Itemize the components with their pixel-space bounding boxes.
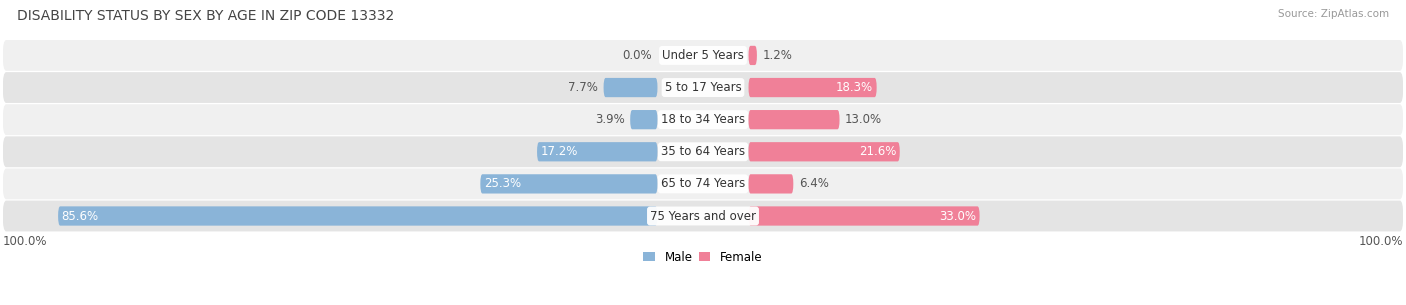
FancyBboxPatch shape: [3, 168, 1403, 199]
FancyBboxPatch shape: [748, 142, 900, 161]
Text: Source: ZipAtlas.com: Source: ZipAtlas.com: [1278, 9, 1389, 19]
Text: 6.4%: 6.4%: [799, 178, 828, 190]
Text: 65 to 74 Years: 65 to 74 Years: [661, 178, 745, 190]
Text: 85.6%: 85.6%: [62, 210, 98, 223]
FancyBboxPatch shape: [603, 78, 658, 97]
Text: 25.3%: 25.3%: [484, 178, 522, 190]
FancyBboxPatch shape: [3, 201, 1403, 231]
FancyBboxPatch shape: [58, 206, 658, 226]
Text: 13.0%: 13.0%: [845, 113, 883, 126]
Text: 21.6%: 21.6%: [859, 145, 896, 158]
Text: 18.3%: 18.3%: [837, 81, 873, 94]
FancyBboxPatch shape: [748, 110, 839, 129]
Text: DISABILITY STATUS BY SEX BY AGE IN ZIP CODE 13332: DISABILITY STATUS BY SEX BY AGE IN ZIP C…: [17, 9, 394, 23]
Text: 100.0%: 100.0%: [3, 235, 48, 248]
Text: 18 to 34 Years: 18 to 34 Years: [661, 113, 745, 126]
FancyBboxPatch shape: [537, 142, 658, 161]
Legend: Male, Female: Male, Female: [638, 246, 768, 268]
Text: 33.0%: 33.0%: [939, 210, 976, 223]
Text: 3.9%: 3.9%: [595, 113, 624, 126]
Text: 17.2%: 17.2%: [540, 145, 578, 158]
FancyBboxPatch shape: [748, 206, 980, 226]
FancyBboxPatch shape: [481, 174, 658, 193]
Text: Under 5 Years: Under 5 Years: [662, 49, 744, 62]
Text: 1.2%: 1.2%: [762, 49, 793, 62]
Text: 7.7%: 7.7%: [568, 81, 598, 94]
FancyBboxPatch shape: [3, 136, 1403, 167]
FancyBboxPatch shape: [3, 40, 1403, 71]
FancyBboxPatch shape: [748, 78, 877, 97]
Text: 100.0%: 100.0%: [1358, 235, 1403, 248]
Text: 35 to 64 Years: 35 to 64 Years: [661, 145, 745, 158]
FancyBboxPatch shape: [748, 46, 756, 65]
FancyBboxPatch shape: [630, 110, 658, 129]
Text: 0.0%: 0.0%: [623, 49, 652, 62]
FancyBboxPatch shape: [3, 72, 1403, 103]
Text: 75 Years and over: 75 Years and over: [650, 210, 756, 223]
Text: 5 to 17 Years: 5 to 17 Years: [665, 81, 741, 94]
FancyBboxPatch shape: [748, 174, 793, 193]
FancyBboxPatch shape: [3, 104, 1403, 135]
